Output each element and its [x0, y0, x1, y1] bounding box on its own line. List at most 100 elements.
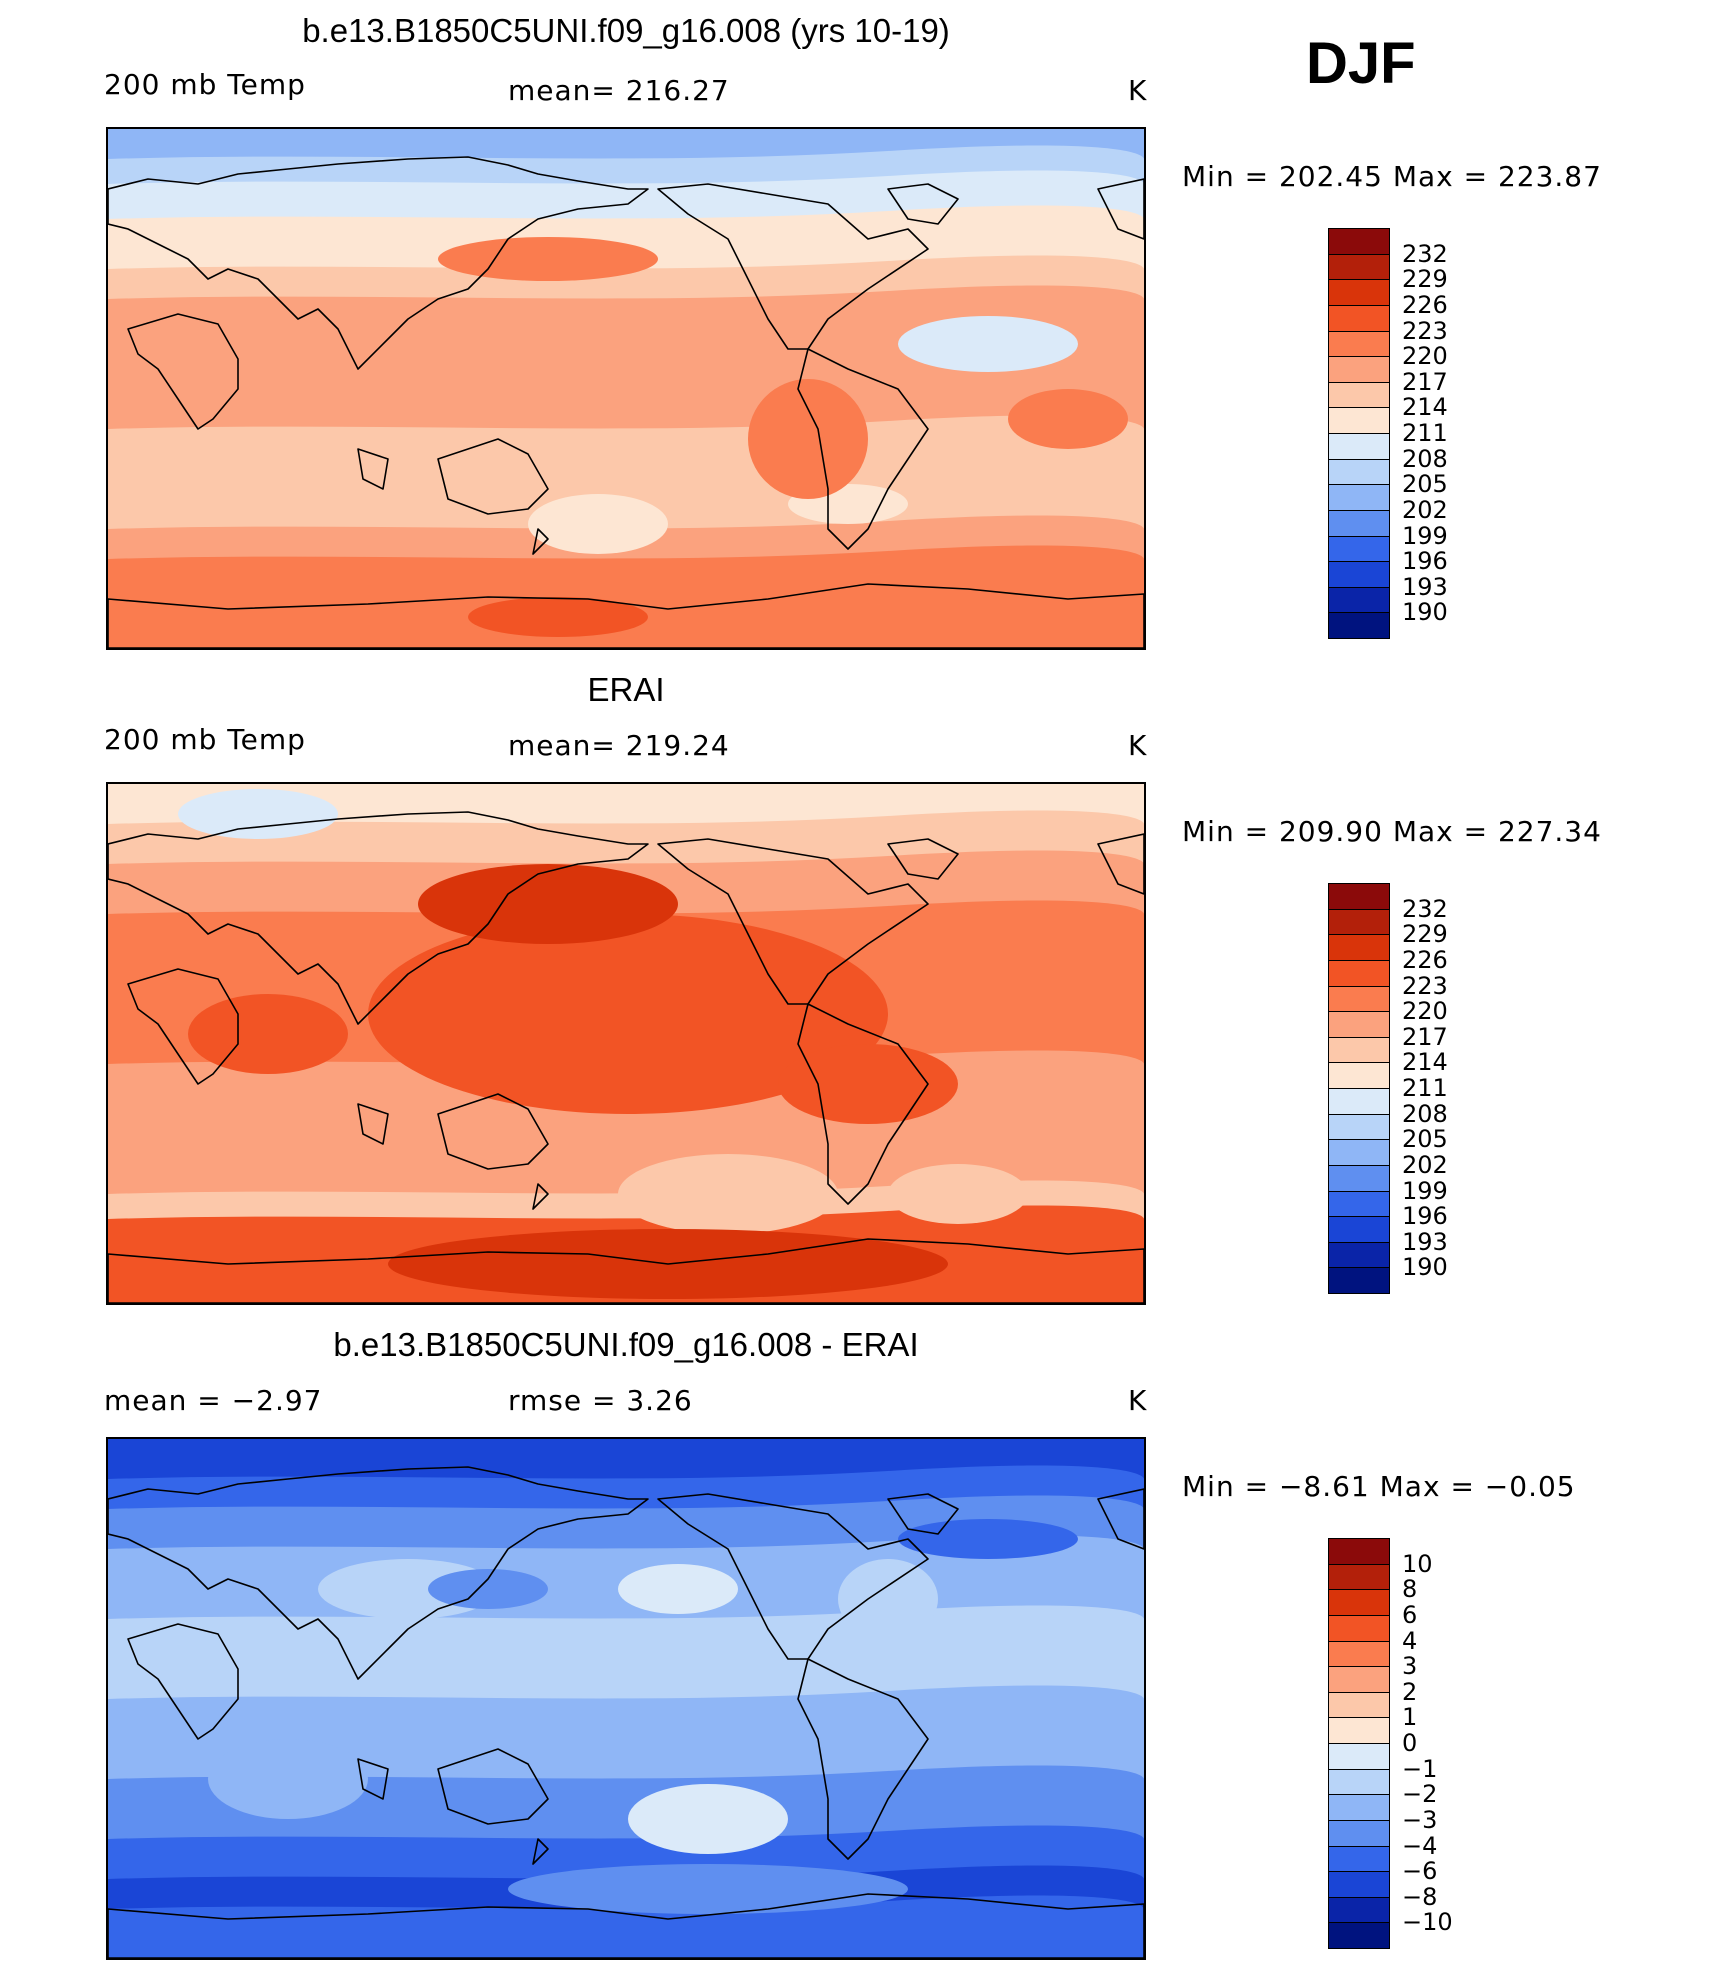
colorbar-label: 226	[1402, 290, 1448, 319]
panel-model-map	[106, 127, 1146, 650]
coastline	[108, 156, 649, 370]
coastline	[108, 583, 1144, 648]
colorbar-box	[1328, 253, 1390, 281]
panel-obs-minmax: Min = 209.90 Max = 227.34	[1182, 815, 1602, 848]
colorbar-label: 226	[1402, 945, 1448, 974]
colorbar-label: 196	[1402, 547, 1448, 576]
coastline	[127, 313, 239, 430]
panel-model-units: K	[1128, 74, 1148, 107]
colorbar-box	[1328, 1768, 1390, 1796]
contour-band	[108, 1895, 1144, 1958]
colorbar-label: 217	[1402, 1022, 1448, 1051]
contour-blob	[748, 379, 868, 499]
panel-obs-mean-label: mean= 219.24	[508, 729, 730, 762]
colorbar-box	[1328, 279, 1390, 306]
contour-band	[108, 1765, 1144, 1853]
colorbar-label: 211	[1402, 419, 1448, 447]
colorbar-box	[1328, 1216, 1390, 1243]
colorbar-box	[1328, 484, 1390, 511]
contour-blob	[778, 1044, 958, 1124]
panel-model-title: b.e13.B1850C5UNI.f09_g16.008 (yrs 10-19)	[302, 12, 950, 49]
colorbar-box	[1328, 1139, 1390, 1166]
colorbar-box	[1328, 458, 1390, 486]
coastline	[797, 348, 929, 550]
colorbar-box	[1328, 509, 1390, 537]
panel-model-colorbar: 232 229 226 223 220 217 214 211 208 205 202 199 196 1…	[1328, 228, 1468, 639]
colorbar-label: 190	[1402, 598, 1448, 627]
colorbar-label: 196	[1402, 1202, 1448, 1231]
coastline	[532, 1183, 549, 1210]
colorbar-box	[1328, 959, 1390, 987]
colorbar-box	[1328, 561, 1390, 588]
colorbar-box	[1328, 1871, 1390, 1898]
colorbar-label: 0	[1402, 1729, 1418, 1757]
colorbar-box	[1328, 1011, 1390, 1038]
colorbar-label: 214	[1402, 393, 1448, 422]
panel-obs-variable-label: 200 mb Temp	[104, 723, 306, 756]
coastline	[657, 838, 929, 1005]
contour-blob	[178, 789, 338, 839]
contour-band	[108, 285, 1144, 443]
colorbar-box	[1328, 1614, 1390, 1642]
colorbar-label: 199	[1402, 1176, 1448, 1205]
contour-blob	[628, 1784, 788, 1854]
colorbar-box	[1328, 356, 1390, 383]
colorbar-box	[1328, 407, 1390, 434]
contour-blob	[528, 494, 668, 554]
panel-diff-mean-label: mean = −2.97	[104, 1384, 323, 1417]
contour-blob	[838, 1559, 938, 1639]
coastline	[797, 1658, 929, 1860]
colorbar-label: 193	[1402, 572, 1448, 601]
panel-diff-units: K	[1128, 1384, 1148, 1417]
contour-blob	[438, 237, 658, 281]
colorbar-box	[1328, 381, 1390, 409]
colorbar-label: 208	[1402, 1099, 1448, 1128]
coastline	[108, 1893, 1144, 1958]
colorbar-box	[1328, 1896, 1390, 1924]
panel-model-mean-label: mean= 216.27	[508, 74, 730, 107]
colorbar-box	[1328, 304, 1390, 332]
colorbar-label: −2	[1402, 1780, 1438, 1809]
contour-blob	[508, 1864, 908, 1914]
coastline	[108, 811, 649, 1025]
coastline	[357, 448, 389, 490]
colorbar-box	[1328, 908, 1390, 936]
contour-blob	[898, 1519, 1078, 1559]
colorbar-label: 229	[1402, 920, 1448, 949]
contour-blob	[618, 1154, 838, 1234]
contour-band	[108, 1685, 1144, 1793]
coastline	[357, 1103, 389, 1145]
colorbar-label: −8	[1402, 1882, 1438, 1911]
colorbar-label: 202	[1402, 1150, 1448, 1179]
colorbar-label: 232	[1402, 894, 1448, 923]
colorbar-label: 8	[1402, 1575, 1418, 1604]
colorbar-label: −4	[1402, 1831, 1438, 1860]
contour-blob	[208, 1739, 368, 1819]
coastline	[887, 183, 959, 225]
coastline	[657, 183, 929, 350]
colorbar-box	[1328, 985, 1390, 1013]
panel-obs-title: ERAI	[587, 671, 665, 708]
colorbar-label: −6	[1402, 1857, 1438, 1886]
colorbar-label: 193	[1402, 1227, 1448, 1256]
panel-diff-minmax: Min = −8.61 Max = −0.05	[1182, 1470, 1576, 1503]
contour-blob	[188, 994, 348, 1074]
colorbar-label: −1	[1402, 1754, 1438, 1783]
colorbar-box	[1328, 1666, 1390, 1693]
coastline	[127, 968, 239, 1085]
coastline	[887, 1493, 959, 1535]
panel-diff-map	[106, 1437, 1146, 1960]
colorbar-label: 214	[1402, 1048, 1448, 1077]
colorbar-label: 6	[1402, 1600, 1418, 1629]
colorbar-box	[1328, 1691, 1390, 1719]
colorbar-box	[1328, 1190, 1390, 1218]
colorbar-box	[1328, 1267, 1390, 1294]
colorbar-label: 202	[1402, 495, 1448, 524]
colorbar-box	[1328, 433, 1390, 460]
colorbar-label: 190	[1402, 1253, 1448, 1282]
panel-diff-colorbar: 10 8 6 4 3 2 1 0 −1 −2 −3 −4 −6 −8 −10	[1328, 1538, 1468, 1949]
coastline	[1097, 178, 1144, 240]
panel-diff-title: b.e13.B1850C5UNI.f09_g16.008 - ERAI	[333, 1326, 919, 1363]
colorbar-box	[1328, 1164, 1390, 1192]
panel-model-minmax: Min = 202.45 Max = 223.87	[1182, 160, 1602, 193]
